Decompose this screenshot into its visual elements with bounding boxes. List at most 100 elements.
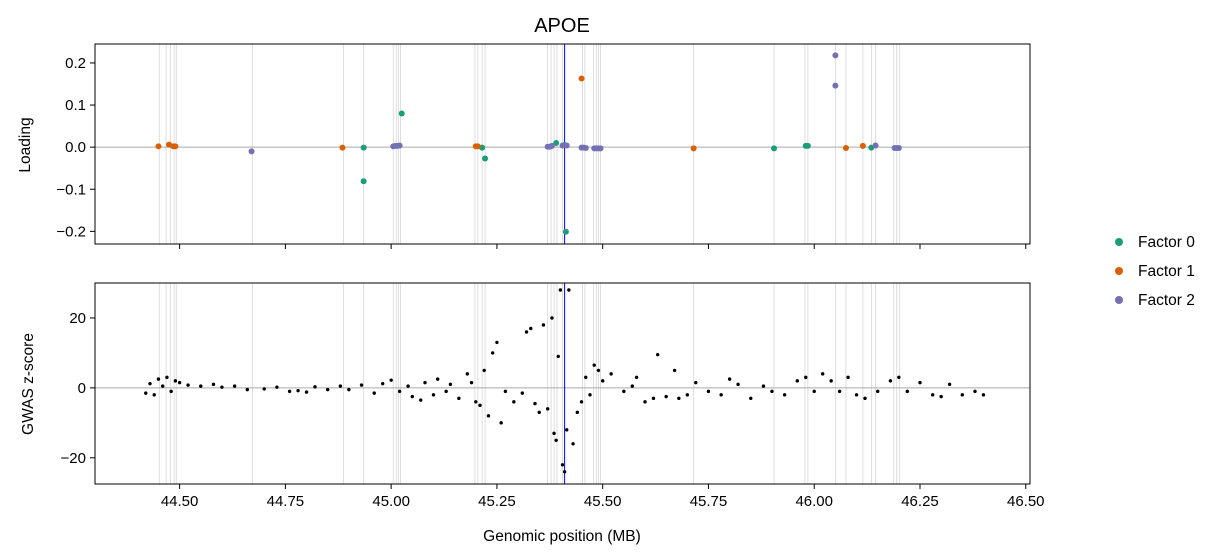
gwas-x-tick-label: 45.75 — [690, 493, 728, 510]
legend-marker-factor-2 — [1115, 296, 1123, 304]
loading-y-tick-label: 0.1 — [65, 97, 86, 114]
factor-1-point — [474, 143, 481, 150]
gwas-point — [529, 326, 533, 331]
factor-0-point — [562, 228, 569, 235]
gwas-point — [186, 383, 190, 387]
factor-2-point — [895, 145, 902, 151]
gwas-point — [875, 389, 880, 394]
gwas-point — [562, 470, 567, 474]
gwas-x-tick-label: 44.75 — [267, 493, 305, 510]
gwas-point — [537, 410, 541, 415]
gwas-point — [338, 384, 343, 388]
gwas-point — [423, 380, 427, 385]
legend-label-factor-2: Factor 2 — [1138, 292, 1195, 309]
y-axis-label-gwas: GWAS z-score — [20, 333, 37, 435]
factor-2-point — [563, 142, 570, 149]
gwas-point — [918, 380, 922, 385]
factor-2-point — [248, 148, 255, 155]
gwas-point — [897, 375, 901, 380]
gwas-point — [156, 377, 161, 381]
factor-2-point — [832, 82, 839, 89]
gwas-point — [160, 384, 165, 388]
gwas-point — [736, 382, 740, 387]
gwas-point — [829, 379, 833, 383]
gwas-point — [651, 396, 656, 401]
loading-y-tick-label: −0.2 — [56, 223, 86, 240]
gwas-point — [169, 389, 173, 394]
gwas-point — [630, 384, 635, 388]
gwas-point — [719, 393, 723, 397]
gwas-point — [431, 393, 436, 397]
gwas-point — [947, 382, 952, 387]
gwas-x-tick-label: 44.50 — [161, 493, 199, 510]
factor-0-point — [553, 139, 560, 146]
loading-y-tick-label: 0.0 — [65, 139, 86, 156]
gwas-point — [165, 375, 169, 380]
gwas-point — [444, 389, 448, 394]
gwas-point — [575, 410, 580, 415]
gwas-point — [812, 389, 816, 394]
gwas-point — [486, 414, 491, 418]
factor-2-point — [832, 52, 839, 59]
gwas-point — [435, 377, 440, 381]
gwas-point — [685, 393, 690, 397]
factor-0-point — [804, 142, 811, 149]
gwas-x-tick-label: 45.50 — [584, 493, 622, 510]
gwas-point — [397, 389, 402, 394]
factor-0-point — [398, 110, 405, 117]
gwas-point — [499, 421, 503, 425]
gwas-point — [465, 372, 470, 376]
gwas-point — [749, 396, 753, 401]
loading-y-tick-label: −0.1 — [56, 181, 86, 198]
legend-label-factor-0: Factor 0 — [1138, 234, 1195, 251]
gwas-point — [664, 394, 668, 399]
gwas-point — [761, 384, 766, 388]
gwas-point — [560, 463, 565, 467]
gwas-point — [148, 381, 152, 386]
gwas-y-tick-label: −20 — [61, 450, 86, 467]
legend-marker-factor-1 — [1115, 267, 1123, 275]
gwas-point — [419, 398, 423, 402]
gwas-point — [770, 389, 774, 394]
factor-2-point — [396, 142, 403, 149]
gwas-point — [524, 330, 529, 334]
gwas-point — [512, 400, 516, 404]
loading-y-tick-label: 0.2 — [65, 55, 86, 72]
gwas-point — [232, 384, 237, 388]
gwas-point — [804, 375, 808, 380]
gwas-x-tick-label: 46.00 — [795, 493, 833, 510]
loading-plot-area — [95, 44, 1030, 244]
gwas-point — [727, 377, 732, 381]
gwas-point — [554, 438, 558, 443]
gwas-x-tick-label: 46.50 — [1007, 493, 1045, 510]
factor-1-point — [172, 143, 179, 150]
gwas-point — [672, 368, 677, 373]
gwas-point — [854, 393, 859, 397]
gwas-point — [490, 351, 495, 355]
gwas-point — [837, 389, 842, 394]
legend-label-factor-1: Factor 1 — [1138, 263, 1195, 280]
loading-panel: 0.2 0.1 0.0 −0.1 −0.2 — [56, 43, 1031, 249]
gwas-point — [643, 400, 647, 404]
gwas-point — [287, 389, 292, 394]
gwas-point — [347, 387, 351, 392]
gwas-point — [533, 401, 537, 406]
gwas-point — [600, 379, 605, 383]
factor-1-point — [578, 75, 585, 82]
gwas-point — [558, 288, 563, 292]
gwas-point — [565, 428, 569, 432]
factor-2-point — [559, 142, 566, 149]
gwas-point — [380, 381, 385, 386]
gwas-point — [694, 380, 698, 385]
factor-1-point — [690, 145, 697, 152]
gwas-point — [939, 394, 943, 399]
factor-0-point — [360, 144, 367, 151]
factor-0-point — [771, 145, 778, 152]
factor-0-point — [482, 155, 489, 162]
gwas-point — [846, 375, 850, 380]
gwas-point — [545, 407, 550, 411]
loading-axes-frame — [94, 43, 1031, 245]
gwas-point — [495, 340, 499, 345]
gwas-point — [592, 363, 596, 367]
